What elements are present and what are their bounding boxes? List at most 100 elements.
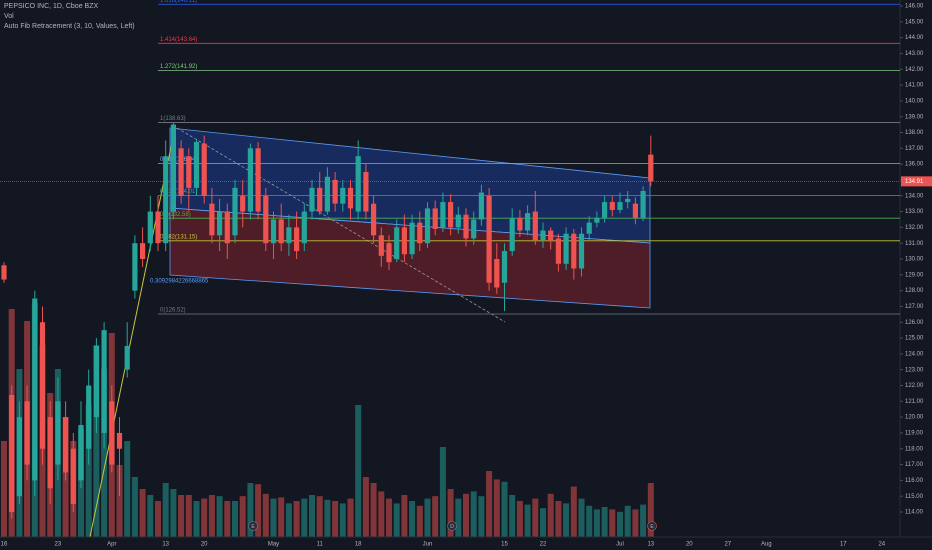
y-tick-label: 125.00 bbox=[905, 336, 924, 342]
candle-body bbox=[209, 203, 215, 236]
candle-body bbox=[586, 222, 592, 234]
volume-bar bbox=[424, 498, 431, 537]
y-tick-label: 114.00 bbox=[905, 510, 924, 516]
x-tick-label: Apr bbox=[107, 542, 116, 548]
volume-bar bbox=[147, 495, 154, 537]
volume-bar bbox=[85, 405, 92, 537]
y-tick-label: 116.00 bbox=[905, 478, 924, 484]
candle-body bbox=[132, 243, 138, 291]
volume-bar bbox=[386, 498, 392, 537]
fib-label: 1(138.63) bbox=[160, 116, 186, 122]
candle-body bbox=[101, 330, 107, 433]
y-tick-label: 141.00 bbox=[905, 83, 924, 89]
volume-bar bbox=[478, 496, 485, 537]
candle-body bbox=[16, 417, 22, 497]
volume-bar bbox=[355, 405, 362, 537]
candle-body bbox=[109, 401, 115, 465]
y-tick-label: 124.00 bbox=[905, 351, 924, 357]
candle-body bbox=[555, 238, 561, 264]
candle-body bbox=[47, 417, 53, 489]
y-tick-label: 117.00 bbox=[905, 462, 924, 468]
volume-bar bbox=[232, 501, 238, 537]
candle-body bbox=[70, 448, 76, 505]
volume-bar bbox=[162, 483, 169, 537]
event-marker[interactable] bbox=[647, 521, 657, 531]
volume-bar bbox=[339, 503, 346, 537]
x-tick-label: 24 bbox=[878, 542, 885, 548]
candle-body bbox=[424, 208, 431, 244]
x-tick-label: 17 bbox=[840, 542, 847, 548]
candle-body bbox=[347, 187, 354, 209]
volume-bar bbox=[393, 503, 400, 537]
volume-bar bbox=[547, 493, 554, 537]
y-tick-label: 126.00 bbox=[905, 320, 924, 326]
candle-body bbox=[578, 233, 585, 269]
y-tick-label: 145.00 bbox=[905, 19, 924, 25]
candle-body bbox=[632, 203, 638, 218]
candle-body bbox=[478, 192, 484, 220]
candle-body bbox=[571, 233, 577, 269]
candle-body bbox=[1, 265, 7, 280]
volume-bar bbox=[555, 501, 562, 537]
event-label: D bbox=[450, 524, 454, 530]
candle-body bbox=[294, 227, 300, 252]
y-tick-label: 143.00 bbox=[905, 51, 924, 57]
volume-bar bbox=[278, 497, 285, 537]
volume-bar bbox=[301, 498, 308, 537]
candle-body bbox=[301, 211, 307, 244]
fib-label: 1.414(143.64) bbox=[160, 37, 197, 43]
candle-body bbox=[24, 401, 30, 465]
x-tick-label: Jun bbox=[423, 542, 433, 548]
event-marker[interactable] bbox=[248, 521, 258, 531]
volume-bar bbox=[586, 505, 593, 537]
candle-body bbox=[240, 195, 246, 212]
volume-bar bbox=[208, 495, 215, 537]
volume-bar bbox=[486, 471, 493, 537]
volume-bar bbox=[131, 477, 138, 537]
volume-bar bbox=[401, 495, 408, 537]
volume-bar bbox=[470, 491, 477, 537]
candle-body bbox=[355, 156, 361, 212]
candle-body bbox=[617, 202, 623, 210]
candle-body bbox=[532, 211, 538, 241]
fib-label: 0.382(131.15) bbox=[160, 234, 197, 240]
x-tick-label: 15 bbox=[501, 542, 508, 548]
candle-body bbox=[9, 394, 15, 512]
volume-bar bbox=[201, 498, 208, 537]
candle-body bbox=[255, 148, 261, 212]
volume-bar bbox=[124, 441, 131, 537]
volume-bar bbox=[262, 493, 269, 537]
volume-bar bbox=[640, 504, 647, 537]
volume-bar bbox=[447, 489, 454, 537]
volume-bar bbox=[493, 479, 500, 537]
candle-body bbox=[448, 202, 454, 228]
last-price-label: 134.91 bbox=[905, 179, 924, 185]
y-tick-label: 137.00 bbox=[905, 146, 924, 152]
volume-bar bbox=[509, 495, 516, 537]
y-tick-label: 133.00 bbox=[905, 209, 924, 215]
volume-bar bbox=[247, 483, 254, 537]
event-marker[interactable] bbox=[447, 521, 457, 531]
event-markers: E D E bbox=[248, 521, 657, 531]
x-tick-label: 20 bbox=[686, 542, 693, 548]
candle-body bbox=[486, 195, 492, 283]
candle-body bbox=[386, 243, 392, 263]
candle-body bbox=[309, 187, 315, 212]
y-tick-label: 119.00 bbox=[905, 431, 924, 437]
y-tick-label: 130.00 bbox=[905, 257, 924, 263]
volume-bar bbox=[362, 477, 369, 537]
candle-body bbox=[463, 214, 469, 239]
candle-body bbox=[147, 211, 153, 244]
candle-body bbox=[78, 425, 84, 481]
candle-body bbox=[263, 195, 269, 244]
x-tick-label: 20 bbox=[201, 542, 208, 548]
candle-body bbox=[594, 217, 600, 223]
fib-label: 1.272(141.92) bbox=[160, 64, 197, 70]
volume-bar bbox=[139, 489, 146, 537]
candle-body bbox=[432, 208, 438, 229]
candle-body bbox=[401, 227, 407, 255]
candle-body bbox=[417, 222, 423, 244]
volume-bar bbox=[540, 508, 546, 537]
